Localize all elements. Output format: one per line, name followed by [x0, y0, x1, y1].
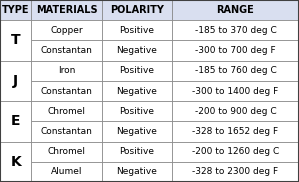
Text: Positive: Positive	[119, 107, 154, 116]
Bar	[0, 142, 31, 182]
Bar	[172, 142, 299, 162]
Bar	[0, 101, 31, 142]
Bar	[31, 40, 102, 61]
Bar	[31, 0, 102, 20]
Bar	[102, 40, 172, 61]
Bar	[102, 81, 172, 101]
Text: -300 to 700 deg F: -300 to 700 deg F	[195, 46, 276, 55]
Bar	[102, 101, 172, 121]
Bar	[172, 0, 299, 20]
Text: Chromel: Chromel	[48, 107, 86, 116]
Text: Constantan: Constantan	[41, 127, 92, 136]
Text: E: E	[11, 114, 20, 128]
Text: Negative: Negative	[116, 167, 157, 176]
Bar	[102, 142, 172, 162]
Bar	[31, 121, 102, 142]
Bar	[172, 81, 299, 101]
Text: Alumel: Alumel	[51, 167, 82, 176]
Bar	[0, 0, 31, 20]
Text: Chromel: Chromel	[48, 147, 86, 156]
Text: Constantan: Constantan	[41, 46, 92, 55]
Bar	[172, 61, 299, 81]
Text: Negative: Negative	[116, 127, 157, 136]
Text: -185 to 760 deg C: -185 to 760 deg C	[195, 66, 276, 75]
Text: Constantan: Constantan	[41, 86, 92, 96]
Text: Positive: Positive	[119, 147, 154, 156]
Text: -328 to 1652 deg F: -328 to 1652 deg F	[192, 127, 279, 136]
Bar	[102, 121, 172, 142]
Bar	[172, 121, 299, 142]
Text: Positive: Positive	[119, 66, 154, 75]
Bar	[31, 81, 102, 101]
Bar	[31, 101, 102, 121]
Bar	[31, 142, 102, 162]
Text: -300 to 1400 deg F: -300 to 1400 deg F	[192, 86, 279, 96]
Bar	[0, 20, 31, 61]
Bar	[172, 40, 299, 61]
Text: T: T	[11, 33, 21, 48]
Bar	[102, 162, 172, 182]
Bar	[102, 0, 172, 20]
Text: -185 to 370 deg C: -185 to 370 deg C	[195, 26, 276, 35]
Text: -200 to 900 deg C: -200 to 900 deg C	[195, 107, 276, 116]
Text: Iron: Iron	[58, 66, 75, 75]
Bar	[31, 61, 102, 81]
Text: Negative: Negative	[116, 86, 157, 96]
Text: Copper: Copper	[50, 26, 83, 35]
Bar	[31, 162, 102, 182]
Text: RANGE: RANGE	[216, 5, 254, 15]
Text: -328 to 2300 deg F: -328 to 2300 deg F	[192, 167, 279, 176]
Text: MATERIALS: MATERIALS	[36, 5, 97, 15]
Text: -200 to 1260 deg C: -200 to 1260 deg C	[192, 147, 279, 156]
Bar	[0, 61, 31, 101]
Text: Positive: Positive	[119, 26, 154, 35]
Bar	[102, 61, 172, 81]
Bar	[31, 20, 102, 40]
Text: POLARITY: POLARITY	[110, 5, 164, 15]
Bar	[172, 20, 299, 40]
Text: K: K	[10, 155, 21, 169]
Bar	[172, 101, 299, 121]
Bar	[102, 20, 172, 40]
Bar	[172, 162, 299, 182]
Text: J: J	[13, 74, 18, 88]
Text: TYPE: TYPE	[2, 5, 29, 15]
Text: Negative: Negative	[116, 46, 157, 55]
